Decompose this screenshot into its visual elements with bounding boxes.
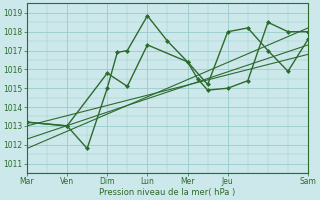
X-axis label: Pression niveau de la mer( hPa ): Pression niveau de la mer( hPa ) (100, 188, 236, 197)
